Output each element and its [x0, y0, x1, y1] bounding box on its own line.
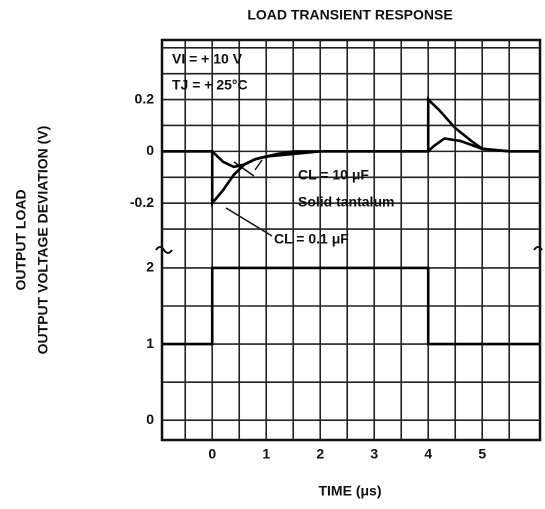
x-axis-label: TIME (μs)	[318, 483, 381, 499]
x-tick-label: 2	[316, 446, 324, 462]
axis-break	[155, 246, 543, 254]
annotation: CL = 0.1 μF	[274, 231, 349, 247]
y-tick-label: 0	[146, 411, 154, 427]
y-tick-label: 0.2	[135, 90, 155, 106]
y-tick-label: 0	[146, 142, 154, 158]
x-tick-label: 1	[262, 446, 270, 462]
annotation-arrow	[225, 159, 273, 237]
data-line	[162, 266, 540, 346]
y-axis-label: OUTPUT LOAD	[13, 189, 29, 290]
x-tick-label: 3	[370, 446, 378, 462]
annotation: Solid tantalum	[298, 194, 394, 210]
y-axis-label: OUTPUT VOLTAGE DEVIATION (V)	[35, 126, 51, 355]
y-tick-label: 1	[146, 335, 154, 351]
data-line	[162, 96, 540, 207]
annotation: TJ = + 25°C	[172, 77, 248, 93]
x-tick-label: 5	[478, 446, 486, 462]
x-tick-label: 0	[208, 446, 216, 462]
x-tick-label: 4	[424, 446, 432, 462]
annotation: VI = + 10 V	[172, 51, 243, 67]
annotation: CL = 10 μF	[298, 167, 369, 183]
y-tick-label: -0.2	[130, 194, 154, 210]
plot-frame	[160, 38, 542, 442]
chart-title: LOAD TRANSIENT RESPONSE	[247, 7, 452, 23]
y-tick-label: 2	[146, 259, 154, 275]
data-line	[162, 137, 540, 169]
